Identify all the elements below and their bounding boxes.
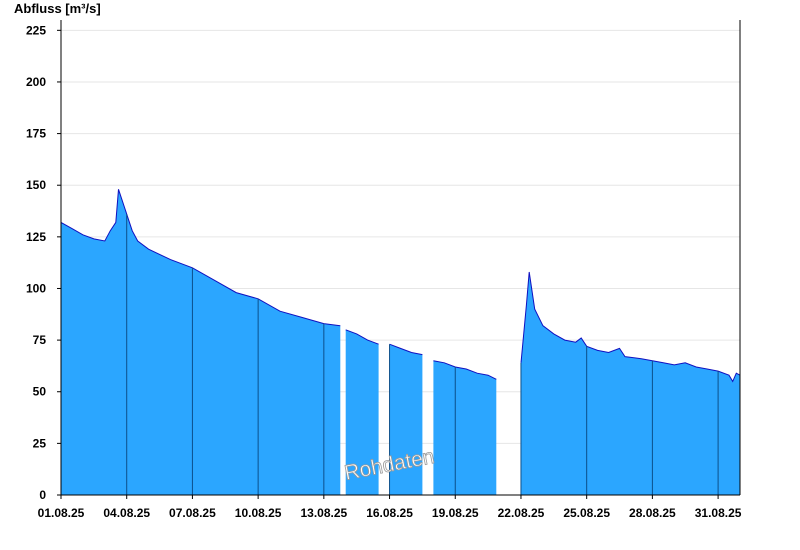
area-segment-5 — [521, 272, 740, 495]
y-tick-label: 175 — [26, 127, 46, 141]
x-tick-label: 01.08.25 — [38, 506, 85, 520]
x-tick-label: 31.08.25 — [695, 506, 742, 520]
y-tick-label: 200 — [26, 75, 46, 89]
x-tick-label: 04.08.25 — [103, 506, 150, 520]
y-tick-label: 125 — [26, 230, 46, 244]
discharge-area — [60, 189, 741, 496]
area-segment-3 — [389, 344, 423, 495]
area-segment-4 — [433, 360, 497, 495]
area-segment-1 — [61, 189, 341, 496]
day-dividers — [126, 214, 719, 495]
x-axis-ticks: 01.08.25 04.08.25 07.08.25 10.08.25 13.08.25… — [38, 495, 742, 520]
x-tick-label: 22.08.25 — [498, 506, 545, 520]
y-axis-ticks: 0 25 50 75 100 125 150 175 200 225 — [26, 23, 61, 502]
y-axis-label: Abfluss [m³/s] — [14, 1, 101, 16]
x-tick-label: 16.08.25 — [366, 506, 413, 520]
y-tick-label: 25 — [33, 436, 47, 450]
line-segment-2 — [345, 329, 379, 345]
axes — [60, 20, 741, 496]
y-tick-label: 0 — [39, 488, 46, 502]
x-tick-label: 07.08.25 — [169, 506, 216, 520]
area-segment-2 — [345, 329, 379, 495]
y-tick-label: 100 — [26, 281, 46, 295]
line-segment-4 — [433, 360, 497, 380]
line-segment-5 — [520, 271, 741, 383]
x-tick-label: 19.08.25 — [432, 506, 479, 520]
y-tick-label: 225 — [26, 23, 46, 37]
y-tick-label: 150 — [26, 178, 46, 192]
y-tick-label: 75 — [33, 333, 47, 347]
x-tick-label: 25.08.25 — [563, 506, 610, 520]
x-tick-label: 13.08.25 — [300, 506, 347, 520]
line-segment-3 — [389, 343, 423, 356]
x-tick-label: 10.08.25 — [235, 506, 282, 520]
y-tick-label: 50 — [33, 385, 47, 399]
x-tick-label: 28.08.25 — [629, 506, 676, 520]
line-segment-1 — [60, 189, 341, 327]
